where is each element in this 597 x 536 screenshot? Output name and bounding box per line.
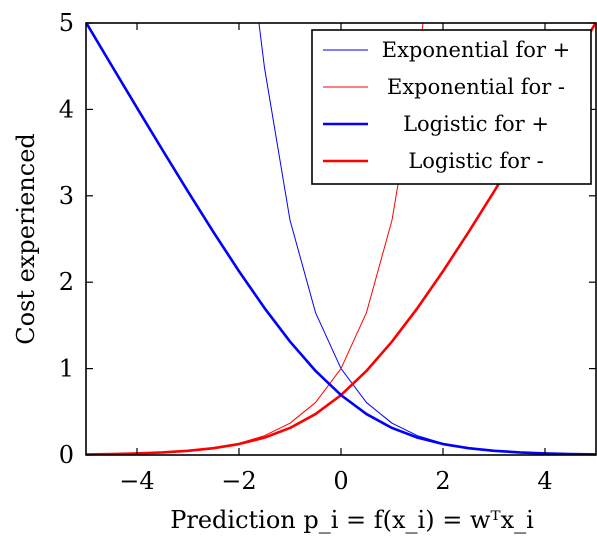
legend-box xyxy=(311,29,592,185)
legend: Exponential for + Exponential for - Logist… xyxy=(311,29,592,185)
y-tick-label: 5 xyxy=(59,9,74,37)
y-tick-label: 3 xyxy=(59,182,74,210)
y-tick-label: 4 xyxy=(59,95,74,123)
series-line-logistic-for-plus xyxy=(86,23,596,455)
x-tick-label: 4 xyxy=(537,467,552,495)
x-tick-label: 0 xyxy=(333,467,348,495)
y-tick-label: 0 xyxy=(59,441,74,469)
axis-ticks: −4 −2 0 2 4 0 1 2 3 4 5 xyxy=(59,9,596,495)
x-axis-label: Prediction p_i = f(x_i) = wᵀx_i xyxy=(170,506,534,534)
y-tick-label: 1 xyxy=(59,355,74,383)
x-tick-label: 2 xyxy=(435,467,450,495)
x-tick-label: −4 xyxy=(119,467,154,495)
legend-label-exponential-for-plus: Exponential for + xyxy=(382,38,571,62)
legend-label-logistic-for-minus: Logistic for - xyxy=(408,149,543,173)
legend-label-exponential-for-minus: Exponential for - xyxy=(387,75,565,99)
y-axis-label: Cost experienced xyxy=(12,133,40,345)
y-tick-label: 2 xyxy=(59,268,74,296)
x-tick-label: −2 xyxy=(221,467,256,495)
legend-label-logistic-for-plus: Logistic for + xyxy=(403,112,549,136)
